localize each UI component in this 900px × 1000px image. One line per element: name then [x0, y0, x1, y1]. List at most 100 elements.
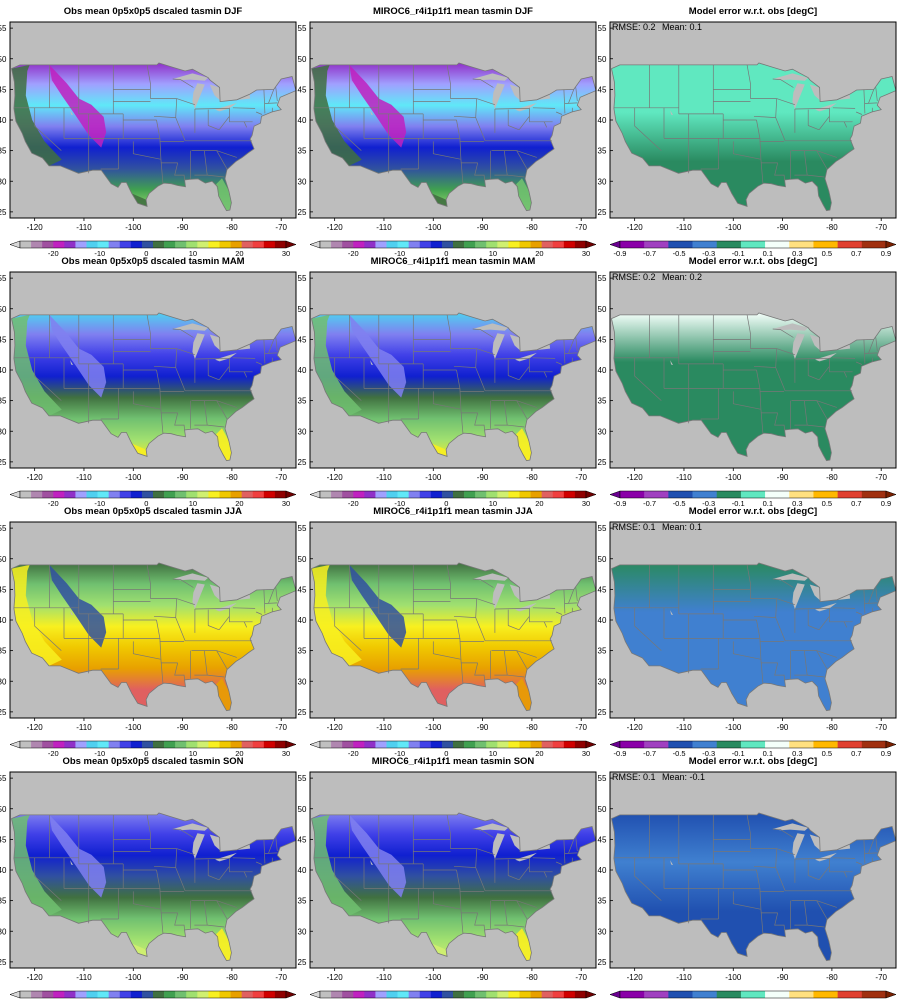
lon-tick-label: -100: [725, 223, 742, 232]
lake-1: [192, 333, 205, 359]
lat-tick-label: 25: [598, 458, 607, 467]
state-border: [146, 564, 151, 599]
colorbar-swatch: [274, 241, 287, 248]
state-border: [818, 116, 830, 131]
state-border: [863, 589, 866, 614]
lon-tick-label: -120: [27, 973, 44, 982]
colorbar-swatch: [353, 991, 365, 998]
state-border: [229, 107, 253, 123]
lat-tick-label: 50: [598, 305, 607, 314]
state-border: [568, 339, 575, 354]
colorbar-swatch: [42, 741, 54, 748]
state-border: [172, 578, 194, 588]
state-border: [456, 619, 464, 684]
lat-tick-label: 25: [298, 708, 307, 717]
colorbar-swatch: [552, 491, 565, 498]
state-border: [508, 875, 520, 881]
colorbar-swatch: [692, 741, 718, 748]
colorbar-swatch: [765, 241, 790, 248]
lake-2: [809, 84, 821, 101]
error-stats: RMSE: 0.2 Mean: 0.2: [612, 272, 702, 282]
colorbar-swatch: [186, 741, 198, 748]
colorbar-swatch: [464, 741, 476, 748]
rmse-label: RMSE: 0.1: [612, 522, 656, 532]
lake-0: [172, 573, 209, 581]
colorbar-swatch: [241, 991, 254, 998]
lon-tick-label: -80: [226, 223, 238, 232]
colorbar-swatch: [364, 491, 376, 498]
colorbar-swatch: [497, 991, 509, 998]
lon-tick-label: -110: [76, 723, 92, 732]
state-border: [194, 650, 208, 676]
colorbar-label: -0.5: [673, 749, 686, 758]
lon-tick-label: -90: [777, 973, 789, 982]
lake-1: [492, 333, 505, 359]
colorbar-swatch: [740, 491, 766, 498]
state-border: [818, 866, 830, 881]
lat-tick-label: 25: [598, 708, 607, 717]
colorbar-over-arrow: [885, 990, 897, 999]
state-border: [808, 125, 820, 131]
colorbar-swatch: [141, 241, 154, 248]
lat-tick-label: 35: [598, 647, 607, 656]
state-border: [543, 871, 548, 878]
lon-tick-label: -70: [575, 723, 587, 732]
state-border: [532, 607, 556, 609]
lon-tick-label: -110: [76, 973, 92, 982]
colorbar-swatch: [740, 991, 766, 998]
state-border: [194, 108, 230, 110]
state-border: [864, 852, 878, 854]
state-border: [532, 107, 556, 109]
colorbar-swatch: [64, 991, 76, 998]
state-border: [34, 857, 62, 901]
colorbar-over-arrow: [885, 240, 897, 249]
state-border: [543, 621, 548, 628]
lake-3: [215, 602, 237, 612]
colorbar-label: 0.5: [822, 249, 832, 258]
colorbar-swatch: [519, 491, 531, 498]
mountain-region: [49, 314, 107, 398]
state-border: [807, 174, 825, 178]
state-border: [529, 107, 553, 123]
colorbar-swatch: [208, 491, 220, 498]
colorbar-swatch: [419, 741, 432, 748]
colorbar-swatch: [765, 991, 790, 998]
colorbar-swatch: [119, 741, 132, 748]
lake-1: [192, 833, 205, 859]
state-border: [156, 369, 164, 434]
state-border: [507, 174, 525, 178]
lat-tick-label: 40: [0, 616, 7, 625]
colorbar-label: 0: [144, 749, 148, 758]
state-border: [756, 119, 764, 184]
colorbar-swatch: [552, 991, 565, 998]
lake-3: [215, 852, 237, 862]
lon-tick-label: -80: [826, 973, 838, 982]
state-border: [832, 857, 856, 859]
colorbar-under-arrow: [609, 990, 621, 999]
lat-tick-label: 35: [0, 147, 7, 156]
colorbar-label: 10: [489, 749, 497, 758]
florida-region: [516, 428, 532, 461]
lat-tick-label: 25: [0, 208, 7, 217]
colorbar-label: 30: [282, 249, 290, 258]
colorbar-swatch: [486, 241, 498, 248]
colorbar-swatch: [837, 991, 863, 998]
colorbar-swatch: [620, 491, 645, 498]
lat-tick-label: 25: [298, 458, 307, 467]
state-border: [218, 366, 230, 381]
state-border: [756, 869, 764, 934]
colorbar-swatch: [130, 991, 143, 998]
state-border: [216, 400, 237, 408]
lon-tick-label: -70: [575, 473, 587, 482]
colorbar-label: 10: [189, 749, 197, 758]
florida-region: [216, 928, 232, 961]
map: -120 -110 -100 -90 -80 -70 25 30 35 40 45 50 55: [0, 771, 297, 982]
lake-1: [792, 833, 805, 859]
lon-tick-label: -120: [627, 973, 644, 982]
state-border: [555, 861, 563, 865]
colorbar-swatch: [230, 741, 242, 748]
colorbar-swatch: [219, 991, 231, 998]
colorbar-swatch: [519, 241, 531, 248]
lat-tick-label: 40: [598, 366, 607, 375]
state-border: [818, 616, 830, 631]
